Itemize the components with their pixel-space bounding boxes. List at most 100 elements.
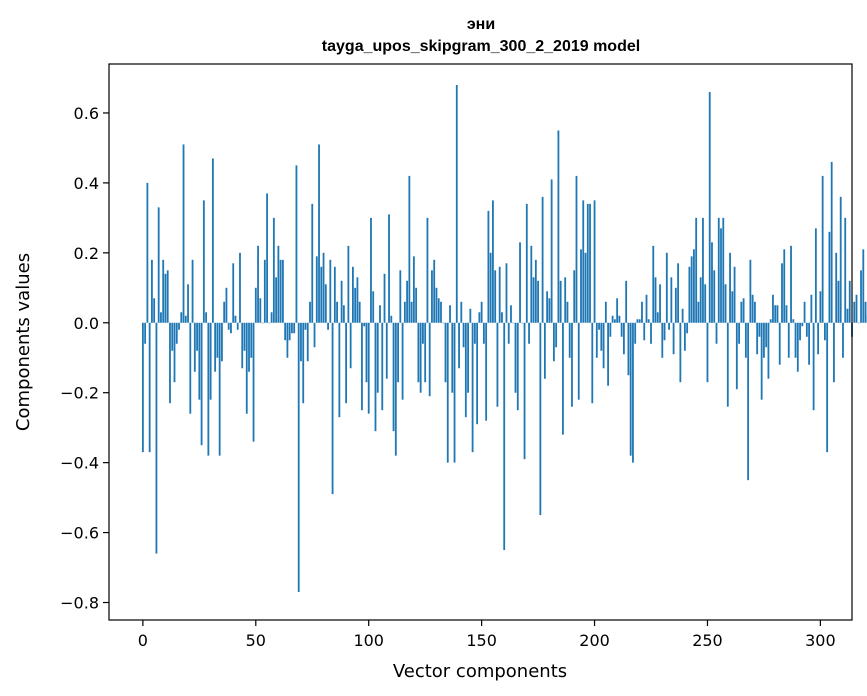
bar xyxy=(480,301,483,323)
bar xyxy=(408,175,411,323)
bar xyxy=(792,319,795,323)
chart-title-line1: эни xyxy=(467,16,495,33)
bar xyxy=(302,322,305,404)
bar xyxy=(342,305,345,323)
bar xyxy=(620,322,623,337)
bar xyxy=(365,322,368,383)
bar xyxy=(552,322,555,362)
bar xyxy=(638,319,641,323)
bar xyxy=(835,252,838,323)
bar xyxy=(503,322,506,551)
bar xyxy=(453,322,456,463)
bar xyxy=(227,322,230,330)
bar xyxy=(853,301,856,323)
bar xyxy=(304,322,307,330)
bar xyxy=(844,217,847,323)
bar xyxy=(209,322,212,400)
bar xyxy=(510,305,512,323)
bar xyxy=(322,252,325,323)
bar xyxy=(677,263,680,323)
bar xyxy=(625,280,628,323)
bar xyxy=(826,322,829,453)
bar xyxy=(562,322,564,435)
bar xyxy=(284,322,287,341)
bar xyxy=(394,322,397,456)
bar xyxy=(659,284,661,323)
bar xyxy=(462,322,465,348)
bar xyxy=(422,322,424,344)
bar xyxy=(300,322,302,362)
bar xyxy=(424,322,427,383)
y-tick-label: −0.8 xyxy=(60,594,99,613)
bar xyxy=(189,322,192,414)
bar xyxy=(507,322,510,344)
bar xyxy=(530,245,533,323)
bar xyxy=(778,322,781,365)
bar xyxy=(390,315,393,323)
bar xyxy=(632,322,634,463)
bar xyxy=(489,252,492,323)
bar xyxy=(828,231,831,323)
bar xyxy=(329,259,332,323)
bar xyxy=(248,322,250,372)
bar xyxy=(146,182,149,323)
bar xyxy=(672,322,675,355)
bar-group xyxy=(141,84,867,593)
bar xyxy=(609,322,612,337)
bar xyxy=(763,322,765,358)
bar xyxy=(787,322,790,358)
bar xyxy=(781,263,783,323)
bar xyxy=(595,322,598,358)
bar xyxy=(568,322,571,358)
bar xyxy=(288,322,291,341)
bar xyxy=(636,319,639,323)
bar xyxy=(444,322,447,383)
bar xyxy=(702,217,704,323)
bar xyxy=(225,287,228,323)
bar xyxy=(523,322,526,460)
bar xyxy=(799,322,801,341)
bar xyxy=(428,322,431,397)
bar xyxy=(153,298,156,323)
bar xyxy=(166,270,169,323)
bar xyxy=(361,322,363,411)
bar xyxy=(392,322,395,432)
bar xyxy=(593,200,596,323)
bar xyxy=(295,165,298,323)
bar xyxy=(645,294,648,323)
bar xyxy=(715,322,718,344)
bar xyxy=(663,322,666,341)
bar xyxy=(388,214,390,323)
bar xyxy=(202,200,205,323)
bar xyxy=(193,322,196,372)
bar xyxy=(315,256,318,323)
bar xyxy=(543,322,546,379)
bar xyxy=(819,291,822,323)
bar xyxy=(598,322,600,330)
bar xyxy=(742,298,745,323)
bar xyxy=(311,203,314,323)
bar xyxy=(281,259,284,323)
bar xyxy=(446,322,449,463)
bar xyxy=(602,322,605,369)
bar xyxy=(720,228,722,323)
bar xyxy=(674,287,677,323)
bar xyxy=(191,259,194,323)
bar xyxy=(810,294,813,323)
bar xyxy=(699,277,702,323)
bar xyxy=(492,200,494,323)
bar xyxy=(144,322,147,344)
bar xyxy=(340,280,343,323)
bar xyxy=(681,308,684,323)
bar xyxy=(616,298,619,323)
bar xyxy=(690,256,693,323)
bar xyxy=(397,322,399,383)
bar xyxy=(370,217,372,323)
bar xyxy=(162,259,165,323)
bar xyxy=(801,322,804,327)
bar xyxy=(196,322,198,351)
bar xyxy=(478,312,481,323)
bar xyxy=(293,322,296,334)
bar xyxy=(374,322,377,432)
